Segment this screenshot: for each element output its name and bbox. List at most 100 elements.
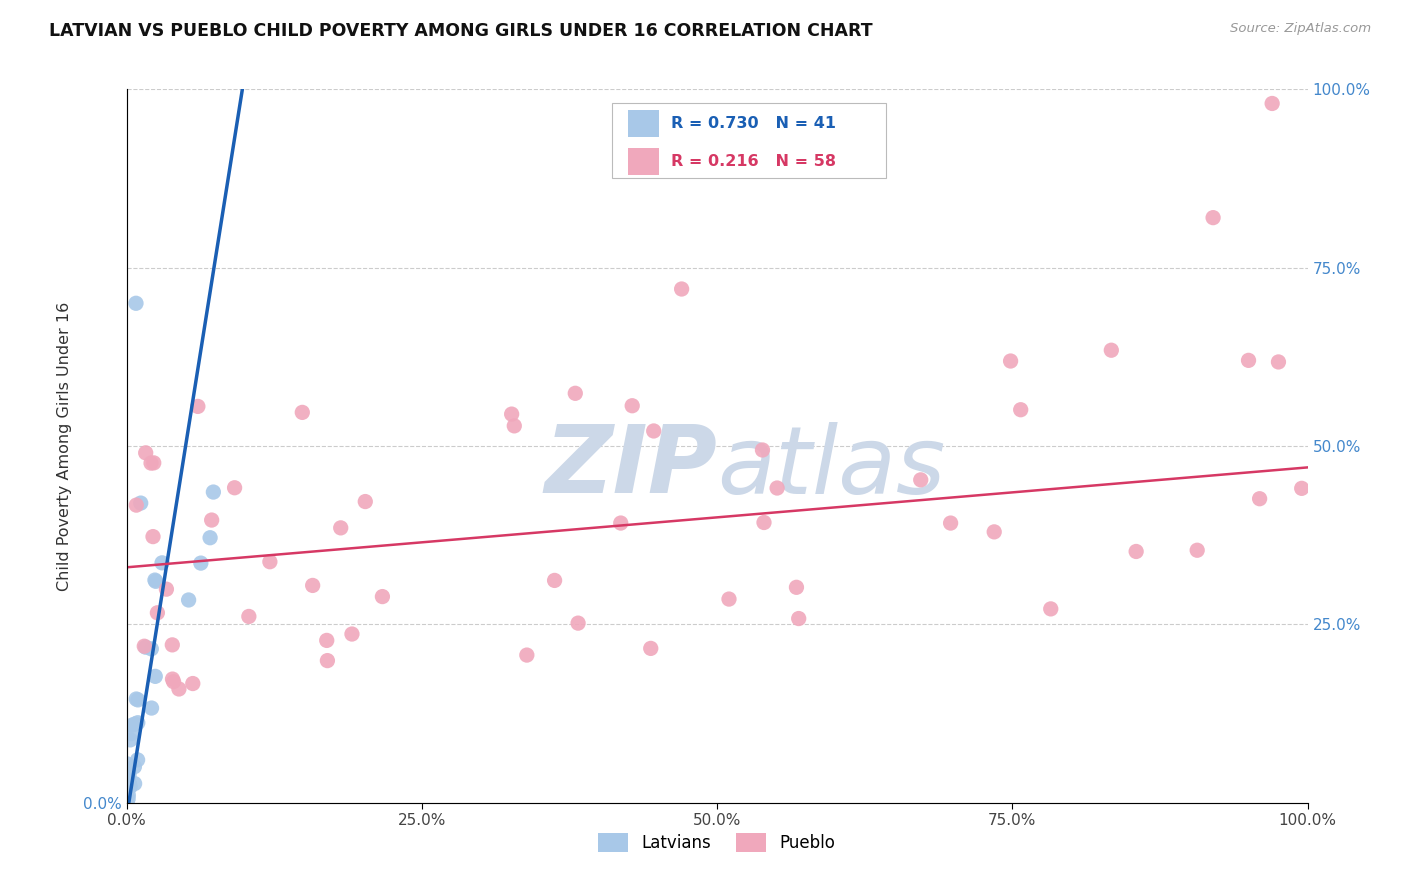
Point [117, 776, 139, 790]
Point [643, 424, 665, 438]
Point [117, 796, 139, 810]
Point [162, 638, 184, 652]
Point [146, 606, 169, 620]
Point [118, 764, 141, 778]
Point [167, 681, 190, 696]
Point [567, 616, 589, 631]
Point [1039, 602, 1062, 616]
Point [1125, 544, 1147, 558]
Point [910, 473, 932, 487]
Point [143, 669, 166, 683]
Point [787, 611, 810, 625]
Point [162, 674, 184, 689]
Point [124, 760, 146, 774]
Point [145, 574, 167, 589]
Point [117, 792, 139, 806]
Point [162, 672, 184, 686]
Point [717, 592, 740, 607]
Point [354, 494, 377, 508]
Point [125, 296, 148, 310]
Point [141, 641, 163, 656]
Point [671, 282, 693, 296]
Point [329, 521, 352, 535]
Point [139, 456, 162, 470]
Text: atlas: atlas [717, 422, 945, 513]
Point [1202, 211, 1225, 225]
Point [238, 609, 260, 624]
Point [118, 776, 141, 790]
Point [224, 481, 246, 495]
Point [1185, 543, 1208, 558]
Point [124, 776, 146, 790]
Point [259, 555, 281, 569]
Point [125, 498, 148, 512]
Point [766, 481, 789, 495]
Point [118, 778, 141, 792]
Point [127, 753, 149, 767]
Point [316, 654, 339, 668]
Point [134, 639, 156, 653]
Point [939, 516, 962, 530]
Point [202, 485, 225, 500]
Point [121, 718, 143, 732]
Point [127, 715, 149, 730]
Point [118, 780, 141, 794]
Point [124, 717, 146, 731]
Point [127, 693, 149, 707]
Point [1249, 491, 1271, 506]
Point [125, 692, 148, 706]
Point [501, 407, 523, 421]
Point [340, 627, 363, 641]
Point [1267, 355, 1289, 369]
Point [117, 773, 139, 788]
Point [115, 784, 138, 798]
Point [141, 701, 163, 715]
Point [301, 578, 323, 592]
Point [115, 778, 138, 792]
Point [117, 756, 139, 771]
Point [503, 418, 526, 433]
Point [751, 442, 773, 457]
Point [1291, 481, 1313, 495]
Legend: Latvians, Pueblo: Latvians, Pueblo [592, 826, 842, 859]
Point [516, 648, 538, 662]
Point [118, 778, 141, 792]
Point [640, 641, 662, 656]
Point [115, 769, 138, 783]
Point [135, 640, 157, 655]
Point [315, 633, 337, 648]
Point [117, 780, 139, 795]
Point [190, 556, 212, 570]
Point [1237, 353, 1260, 368]
Point [129, 496, 152, 510]
Point [1261, 96, 1284, 111]
Point [983, 524, 1005, 539]
Text: Source: ZipAtlas.com: Source: ZipAtlas.com [1230, 22, 1371, 36]
Point [621, 399, 644, 413]
Point [1099, 343, 1122, 358]
Point [201, 513, 224, 527]
Point [143, 573, 166, 587]
Point [117, 764, 139, 779]
Point [117, 778, 139, 792]
Point [564, 386, 586, 401]
Text: LATVIAN VS PUEBLO CHILD POVERTY AMONG GIRLS UNDER 16 CORRELATION CHART: LATVIAN VS PUEBLO CHILD POVERTY AMONG GI… [49, 22, 873, 40]
Point [150, 556, 173, 570]
Point [120, 726, 142, 740]
Point [177, 593, 200, 607]
Point [752, 516, 775, 530]
Text: R = 0.216   N = 58: R = 0.216 N = 58 [671, 154, 835, 169]
Point [543, 574, 565, 588]
Point [118, 767, 141, 781]
Point [155, 582, 177, 597]
Text: ZIP: ZIP [544, 421, 717, 514]
Y-axis label: Child Poverty Among Girls Under 16: Child Poverty Among Girls Under 16 [56, 301, 72, 591]
Point [1000, 354, 1022, 368]
Point [187, 400, 209, 414]
Point [1010, 402, 1032, 417]
Point [142, 456, 165, 470]
Point [371, 590, 394, 604]
Point [198, 531, 221, 545]
Text: R = 0.730   N = 41: R = 0.730 N = 41 [671, 116, 835, 131]
Point [135, 446, 157, 460]
